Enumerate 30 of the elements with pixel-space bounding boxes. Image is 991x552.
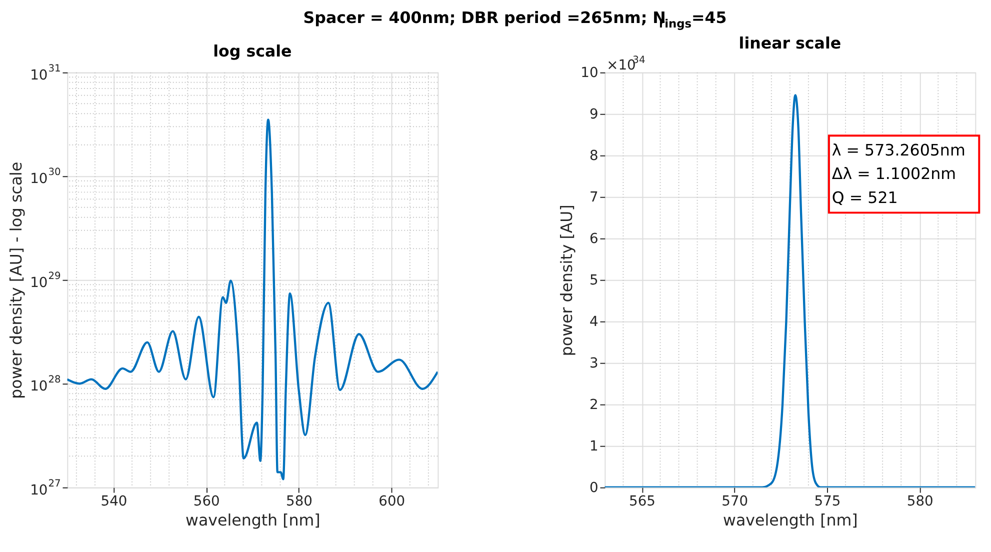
y-tick-label: 0 bbox=[589, 480, 598, 496]
line-series bbox=[67, 118, 438, 480]
y-axis-title: power density [AU] - log scale bbox=[6, 162, 26, 399]
chart-title: linear scale bbox=[738, 33, 842, 52]
y-tick-label: 6 bbox=[589, 230, 598, 247]
x-tick-label: 575 bbox=[814, 494, 841, 510]
x-tick-label: 560 bbox=[193, 494, 220, 510]
y-tick-label: 10 bbox=[580, 64, 598, 81]
x-tick-label: 600 bbox=[378, 494, 406, 510]
chart-title: log scale bbox=[213, 42, 292, 61]
y-tick-label: 7 bbox=[589, 189, 598, 206]
line-series bbox=[604, 94, 976, 488]
y-tick-label: 2 bbox=[589, 396, 598, 413]
x-tick-label: 570 bbox=[722, 494, 748, 510]
x-tick-label: 580 bbox=[286, 494, 312, 510]
x-axis-title: wavelength [nm] bbox=[186, 510, 320, 530]
y-tick-label: 9 bbox=[589, 106, 598, 122]
x-tick-label: 580 bbox=[906, 494, 934, 510]
y-tick-label: 4 bbox=[589, 314, 598, 330]
x-axis-title: wavelength [nm] bbox=[723, 510, 858, 530]
y-tick-label: 5 bbox=[589, 272, 598, 288]
x-tick-label: 540 bbox=[100, 494, 128, 510]
annotation: Δλ = 1.1002nm bbox=[832, 164, 956, 184]
y-tick-label: 3 bbox=[589, 355, 598, 372]
annotation: λ = 573.2605nm bbox=[832, 140, 966, 160]
annotation: Q = 521 bbox=[832, 188, 898, 207]
y-tick-label: 1 bbox=[589, 438, 598, 454]
y-axis-title: power density [AU] bbox=[556, 204, 576, 356]
x-tick-label: 565 bbox=[629, 494, 656, 510]
y-tick-label: 8 bbox=[589, 148, 598, 164]
